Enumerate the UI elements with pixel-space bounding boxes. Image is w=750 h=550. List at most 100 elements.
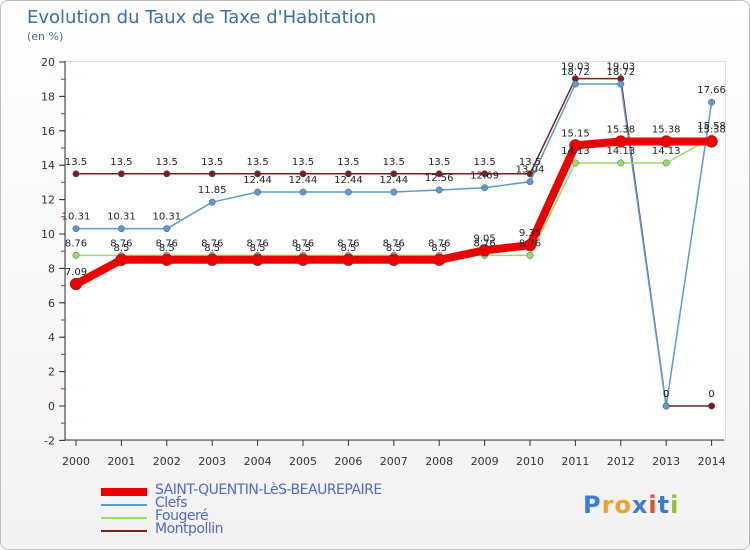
- data-label-saint-quentin-l-s-beaurepaire: 15.38: [697, 124, 726, 135]
- data-label-fouger-: 8.76: [292, 238, 314, 249]
- x-tick-label: 2004: [244, 455, 272, 468]
- legend-label: Montpollin: [155, 521, 224, 537]
- logo-letter: o: [614, 491, 632, 519]
- data-label-montpollin: 0: [663, 389, 669, 400]
- data-label-fouger-: 8.76: [337, 238, 359, 249]
- data-label-clefs: 12.69: [470, 171, 499, 182]
- data-label-saint-quentin-l-s-beaurepaire: 15.15: [561, 128, 590, 139]
- x-tick-label: 2012: [607, 455, 635, 468]
- data-point-saint-quentin-l-s-beaurepaire: [705, 135, 718, 148]
- data-point-clefs: [117, 225, 125, 233]
- data-point-saint-quentin-l-s-beaurepaire: [659, 135, 673, 148]
- logo-letter: r: [601, 491, 615, 519]
- data-point-clefs: [526, 178, 534, 186]
- legend-swatch: [101, 517, 147, 519]
- data-point-saint-quentin-l-s-beaurepaire: [69, 277, 83, 291]
- data-point-clefs: [708, 98, 716, 106]
- line-chart: -2 0 2 4 6 8 10 12 14 16 18 20 2000 2001 2002 2003 2004 2…: [41, 56, 726, 468]
- data-label-montpollin: 13.5: [110, 157, 132, 168]
- legend-label: Fougeré: [155, 508, 209, 524]
- data-point-montpollin: [208, 170, 216, 178]
- data-label-fouger-: 8.76: [65, 238, 87, 249]
- data-point-fouger-: [571, 159, 579, 167]
- data-point-montpollin: [299, 170, 307, 178]
- data-label-saint-quentin-l-s-beaurepaire: 9.05: [473, 233, 495, 244]
- data-label-saint-quentin-l-s-beaurepaire: 8.5: [204, 243, 220, 254]
- x-tick-label: 2000: [62, 455, 90, 468]
- data-label-fouger-: 8.76: [156, 238, 178, 249]
- x-tick-label: 2013: [652, 455, 680, 468]
- data-label-clefs: 11.85: [198, 185, 227, 196]
- data-label-saint-quentin-l-s-beaurepaire: 8.5: [386, 243, 402, 254]
- data-label-saint-quentin-l-s-beaurepaire: 9.35: [519, 228, 541, 239]
- data-point-saint-quentin-l-s-beaurepaire: [342, 253, 355, 267]
- x-tick-label: 2003: [198, 455, 226, 468]
- y-tick-label: 6: [48, 297, 55, 310]
- data-point-clefs: [254, 188, 262, 196]
- data-label-saint-quentin-l-s-beaurepaire: 8.5: [295, 243, 311, 254]
- legend-label: SAINT-QUENTIN-LèS-BEAUREPAIRE: [155, 482, 382, 498]
- legend-swatch: [101, 504, 147, 506]
- data-point-clefs: [617, 80, 625, 88]
- data-point-saint-quentin-l-s-beaurepaire: [387, 253, 401, 267]
- data-label-montpollin: 13.5: [246, 157, 268, 168]
- data-label-clefs: 17.66: [697, 85, 726, 96]
- data-label-clefs: 12.44: [379, 175, 408, 186]
- data-label-clefs: 18.72: [606, 67, 635, 78]
- plot-area: [65, 61, 726, 441]
- data-label-montpollin: 13.5: [519, 157, 541, 168]
- data-label-clefs: 10.31: [107, 212, 136, 223]
- data-label-montpollin: 19.03: [561, 62, 590, 73]
- proxiti-logo: Proxiti: [583, 491, 679, 519]
- data-label-montpollin: 13.5: [292, 157, 314, 168]
- data-label-clefs: 12.44: [243, 175, 272, 186]
- data-label-saint-quentin-l-s-beaurepaire: 8.5: [250, 243, 266, 254]
- data-point-saint-quentin-l-s-beaurepaire: [251, 253, 264, 267]
- y-tick-label: 18: [41, 90, 55, 103]
- data-label-montpollin: 13.5: [65, 157, 87, 168]
- legend-label: Clefs: [155, 495, 188, 511]
- data-label-fouger-: 8.76: [110, 238, 132, 249]
- data-point-saint-quentin-l-s-beaurepaire: [569, 139, 582, 152]
- data-label-montpollin: 13.5: [337, 157, 359, 168]
- data-label-clefs: 10.31: [62, 212, 91, 223]
- data-point-fouger-: [526, 251, 534, 259]
- data-point-clefs: [163, 225, 171, 233]
- data-label-saint-quentin-l-s-beaurepaire: 7.09: [65, 267, 87, 278]
- data-label-fouger-: 15.58: [697, 121, 726, 132]
- data-point-montpollin: [481, 170, 489, 178]
- data-point-clefs: [481, 184, 489, 192]
- x-tick-label: 2014: [698, 455, 726, 468]
- data-point-clefs: [299, 188, 307, 196]
- data-point-montpollin: [72, 170, 80, 178]
- data-label-clefs: 12.44: [289, 175, 318, 186]
- data-point-montpollin: [344, 170, 352, 178]
- x-tick-label: 2008: [425, 455, 453, 468]
- y-tick-label: 0: [48, 400, 55, 413]
- data-point-clefs: [435, 186, 443, 194]
- data-point-fouger-: [72, 251, 80, 259]
- data-point-saint-quentin-l-s-beaurepaire: [478, 244, 491, 257]
- data-point-saint-quentin-l-s-beaurepaire: [296, 253, 310, 267]
- logo-letter: P: [583, 491, 602, 519]
- data-label-fouger-: 8.76: [246, 238, 268, 249]
- data-label-clefs: 18.72: [561, 67, 590, 78]
- x-tick-label: 2009: [471, 455, 499, 468]
- data-point-saint-quentin-l-s-beaurepaire: [614, 135, 628, 148]
- data-label-fouger-: 8.76: [428, 238, 450, 249]
- y-axis-unit: (en %): [27, 30, 64, 43]
- x-tick-label: 2006: [334, 455, 362, 468]
- data-label-montpollin: 13.5: [201, 157, 223, 168]
- data-point-saint-quentin-l-s-beaurepaire: [160, 253, 174, 267]
- data-point-saint-quentin-l-s-beaurepaire: [115, 253, 128, 267]
- data-label-montpollin: 13.5: [428, 157, 450, 168]
- x-tick-label: 2010: [516, 455, 544, 468]
- data-label-fouger-: 8.76: [473, 238, 495, 249]
- data-point-montpollin: [435, 170, 443, 178]
- data-label-montpollin: 19.03: [606, 62, 635, 73]
- logo-letter: i: [670, 491, 680, 519]
- y-tick-label: 16: [41, 125, 55, 138]
- legend-swatch: [101, 488, 147, 496]
- data-label-clefs: 12.56: [425, 173, 454, 184]
